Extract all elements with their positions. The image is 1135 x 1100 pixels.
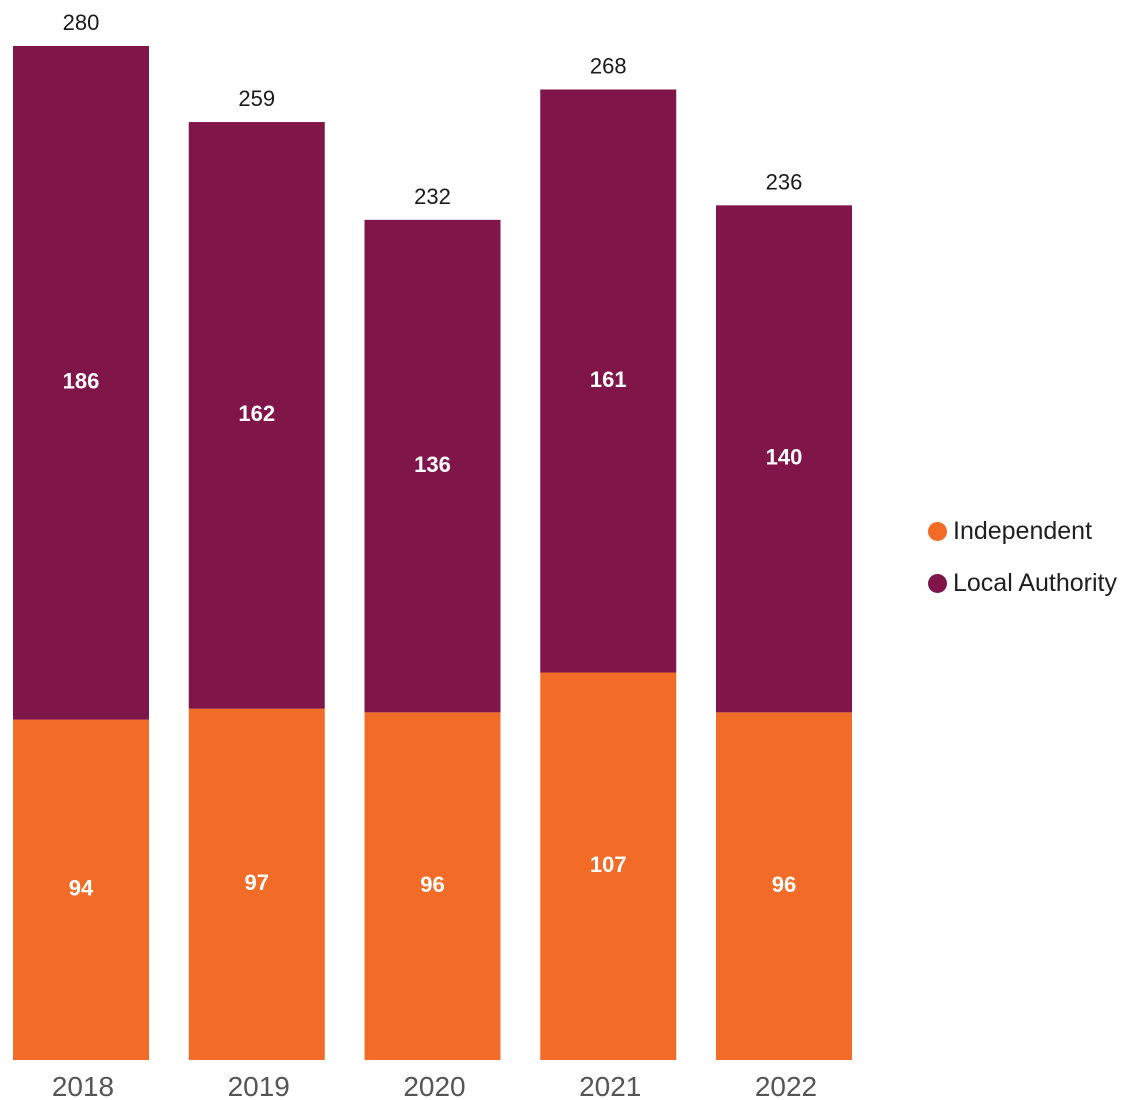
data-label-local-authority-2018: 186	[63, 369, 100, 394]
x-axis-ticks-group: 2018 2019 2020 2021 2022	[52, 1071, 817, 1100]
segment-labels-group: 94 186 97 162 96 136 107 161 96 140	[63, 367, 803, 901]
bar-independent-2019[interactable]	[188, 708, 325, 1060]
data-label-independent-2020: 96	[420, 872, 444, 897]
total-label-2019: 259	[238, 86, 275, 111]
legend-label-local-authority: Local Authority	[953, 568, 1117, 597]
bars-group	[13, 46, 852, 1060]
legend-swatch-independent	[928, 521, 947, 541]
legend-item-independent[interactable]: Independent	[928, 505, 1133, 557]
bar-local-authority-2020[interactable]	[364, 219, 501, 713]
x-tick-label-2021: 2021	[579, 1071, 641, 1100]
legend-swatch-local-authority	[928, 573, 947, 593]
x-tick-label-2020: 2020	[403, 1071, 465, 1100]
bar-local-authority-2018[interactable]	[13, 46, 149, 720]
bar-independent-2020[interactable]	[364, 712, 501, 1060]
data-label-local-authority-2021: 161	[590, 367, 627, 392]
total-label-2018: 280	[63, 10, 100, 35]
total-label-2020: 232	[414, 184, 451, 209]
x-tick-label-2019: 2019	[228, 1071, 290, 1100]
data-label-independent-2021: 107	[590, 852, 627, 877]
bar-independent-2021[interactable]	[540, 672, 677, 1060]
bar-independent-2022[interactable]	[716, 712, 852, 1060]
data-label-local-authority-2019: 162	[238, 401, 275, 426]
data-label-local-authority-2022: 140	[766, 445, 803, 470]
total-label-2021: 268	[590, 53, 627, 78]
data-label-independent-2018: 94	[69, 876, 94, 901]
total-labels-group: 280 259 232 268 236	[63, 10, 803, 209]
bar-independent-2018[interactable]	[13, 719, 149, 1060]
legend-item-local-authority[interactable]: Local Authority	[928, 557, 1133, 609]
x-tick-label-2018: 2018	[52, 1071, 114, 1100]
data-label-local-authority-2020: 136	[414, 452, 451, 477]
bar-local-authority-2019[interactable]	[188, 122, 325, 709]
x-tick-label-2022: 2022	[755, 1071, 817, 1100]
bar-local-authority-2021[interactable]	[540, 89, 677, 673]
legend: Independent Local Authority	[928, 505, 1133, 609]
data-label-independent-2022: 96	[772, 872, 796, 897]
data-label-independent-2019: 97	[245, 870, 269, 895]
legend-label-independent: Independent	[953, 516, 1093, 545]
total-label-2022: 236	[766, 169, 803, 194]
bar-local-authority-2022[interactable]	[716, 205, 852, 713]
